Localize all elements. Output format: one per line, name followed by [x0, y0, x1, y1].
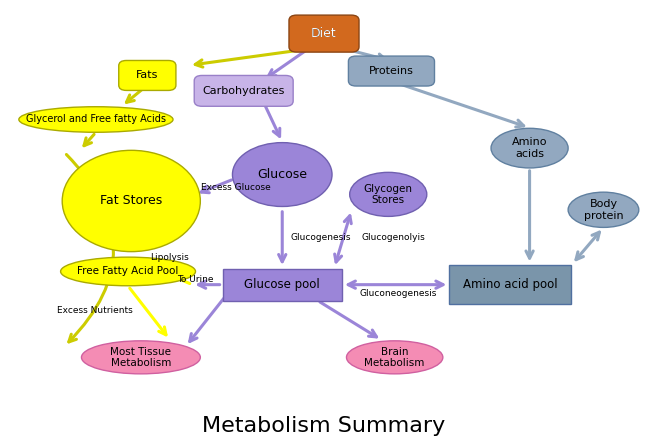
Text: Glucose: Glucose [257, 168, 307, 181]
Ellipse shape [19, 107, 173, 132]
Ellipse shape [491, 128, 568, 168]
FancyBboxPatch shape [194, 75, 293, 106]
Text: Carbohydrates: Carbohydrates [203, 86, 285, 96]
Ellipse shape [350, 172, 427, 216]
Text: Metabolism Summary: Metabolism Summary [202, 416, 446, 436]
Ellipse shape [568, 192, 639, 227]
FancyBboxPatch shape [119, 61, 176, 91]
Text: Diet: Diet [311, 27, 337, 40]
Text: Body
protein: Body protein [584, 199, 623, 221]
Text: Free Fatty Acid Pool: Free Fatty Acid Pool [77, 266, 179, 277]
Text: Diet: Diet [311, 27, 337, 40]
Text: Glycogen
Stores: Glycogen Stores [364, 184, 413, 205]
Text: Most Tissue
Metabolism: Most Tissue Metabolism [110, 347, 172, 368]
Text: Proteins: Proteins [369, 66, 414, 76]
Text: Excess Nutrients: Excess Nutrients [58, 306, 133, 315]
Text: Lipolysis: Lipolysis [150, 253, 189, 262]
Text: Brain
Metabolism: Brain Metabolism [364, 347, 425, 368]
Ellipse shape [62, 150, 200, 252]
Text: Glucogenolyis: Glucogenolyis [362, 233, 425, 242]
Text: Excess Glucose: Excess Glucose [201, 183, 270, 192]
Text: Amino
acids: Amino acids [512, 137, 548, 159]
Ellipse shape [82, 341, 200, 374]
Text: Gluconeogenesis: Gluconeogenesis [359, 289, 437, 298]
FancyBboxPatch shape [289, 15, 359, 52]
Text: To Urine: To Urine [178, 275, 214, 284]
Text: Amino acid pool: Amino acid pool [463, 278, 558, 291]
Ellipse shape [233, 143, 332, 206]
Text: Glycerol and Free fatty Acids: Glycerol and Free fatty Acids [26, 115, 166, 124]
FancyBboxPatch shape [223, 269, 341, 301]
FancyBboxPatch shape [349, 56, 435, 86]
Text: Glucogenesis: Glucogenesis [290, 233, 351, 242]
Text: Glucose pool: Glucose pool [244, 278, 320, 291]
FancyBboxPatch shape [449, 265, 572, 305]
Text: Fat Stores: Fat Stores [100, 194, 163, 207]
Text: Fats: Fats [136, 70, 159, 80]
Ellipse shape [347, 341, 443, 374]
Ellipse shape [61, 257, 196, 286]
